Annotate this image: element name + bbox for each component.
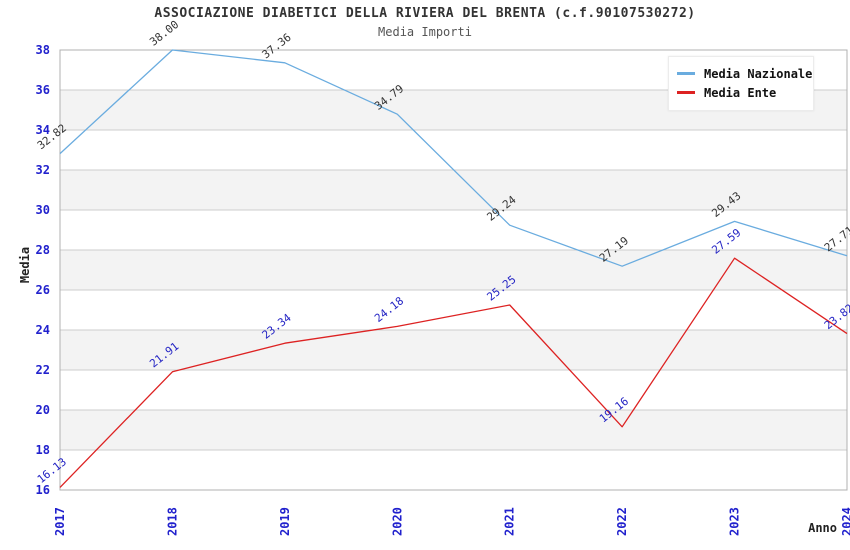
- svg-text:2021: 2021: [503, 507, 517, 536]
- chart-subtitle: Media Importi: [378, 25, 472, 39]
- svg-text:2023: 2023: [728, 507, 742, 536]
- svg-text:37.36: 37.36: [260, 31, 294, 62]
- svg-text:2017: 2017: [53, 507, 67, 536]
- svg-text:16: 16: [36, 483, 50, 497]
- x-axis-label: Anno: [808, 521, 837, 535]
- svg-text:34: 34: [36, 123, 50, 137]
- svg-text:2019: 2019: [278, 507, 292, 536]
- svg-text:2022: 2022: [615, 507, 629, 536]
- svg-text:23.82: 23.82: [822, 302, 850, 333]
- legend-label-nazionale: Media Nazionale: [704, 66, 813, 81]
- chart-title: ASSOCIAZIONE DIABETICI DELLA RIVIERA DEL…: [154, 6, 696, 21]
- legend-line-swatch-ente: [677, 91, 695, 94]
- svg-text:20: 20: [36, 403, 50, 417]
- svg-text:36: 36: [36, 83, 50, 97]
- legend-line-swatch-nazionale: [677, 72, 695, 75]
- svg-text:32: 32: [36, 163, 50, 177]
- svg-text:24: 24: [36, 323, 50, 337]
- svg-text:18: 18: [36, 443, 50, 457]
- legend-item-media-ente: Media Ente: [677, 83, 805, 102]
- svg-text:26: 26: [36, 283, 50, 297]
- svg-text:16.13: 16.13: [35, 455, 69, 486]
- svg-text:38.00: 38.00: [147, 18, 181, 49]
- svg-text:22: 22: [36, 363, 50, 377]
- svg-text:28: 28: [36, 243, 50, 257]
- legend-item-media-nazionale: Media Nazionale: [677, 64, 812, 83]
- svg-text:2018: 2018: [165, 507, 179, 536]
- svg-text:30: 30: [36, 203, 50, 217]
- svg-text:24.18: 24.18: [372, 294, 406, 325]
- legend-label-ente: Media Ente: [704, 85, 777, 100]
- svg-text:2020: 2020: [390, 507, 404, 536]
- svg-text:2024: 2024: [840, 507, 850, 536]
- legend: Media Nazionale Media Ente: [668, 56, 814, 111]
- svg-text:38: 38: [36, 43, 50, 57]
- y-axis-label: Media: [18, 246, 32, 284]
